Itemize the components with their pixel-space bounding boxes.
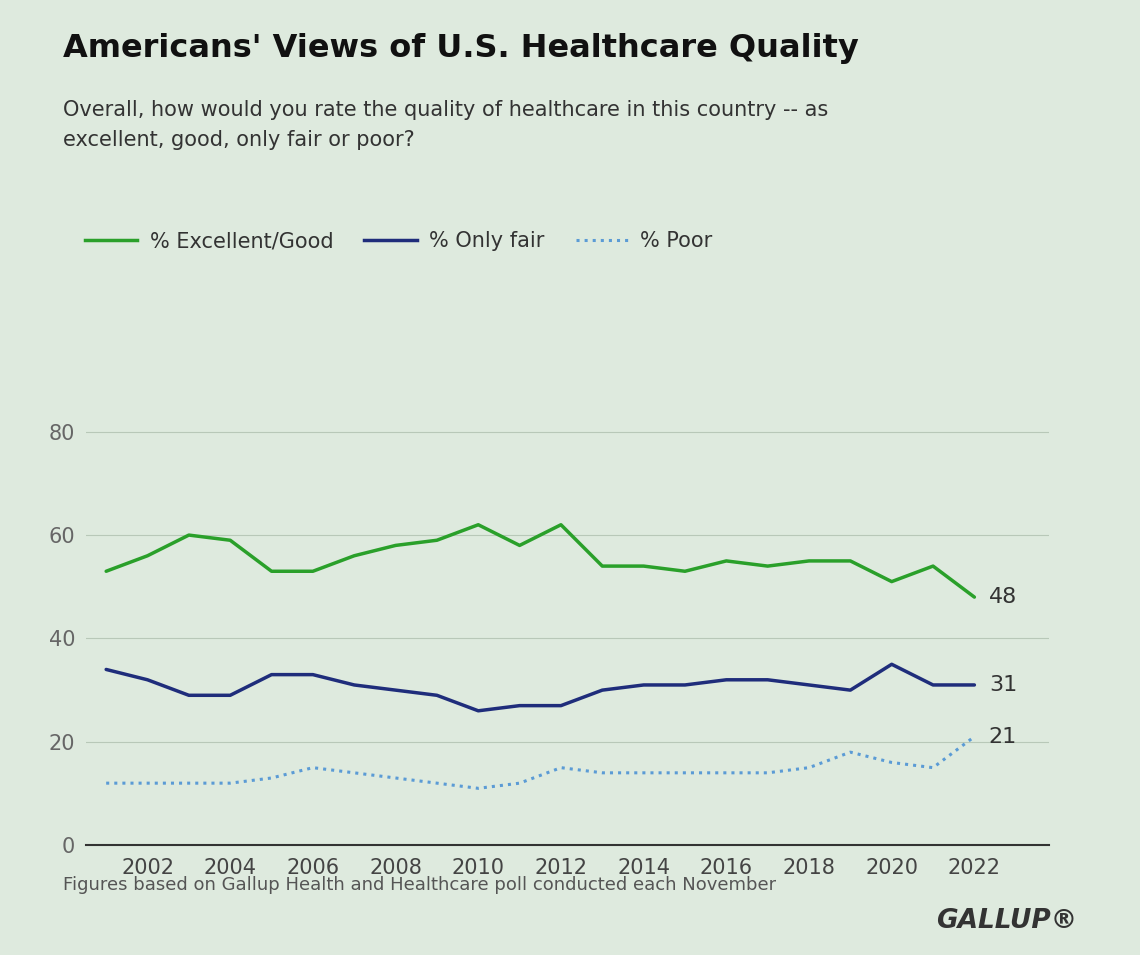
Text: Figures based on Gallup Health and Healthcare poll conducted each November: Figures based on Gallup Health and Healt… [63,876,776,894]
Legend: % Excellent/Good, % Only fair, % Poor: % Excellent/Good, % Only fair, % Poor [76,223,720,260]
Text: 31: 31 [988,675,1017,695]
Text: Americans' Views of U.S. Healthcare Quality: Americans' Views of U.S. Healthcare Qual… [63,33,858,64]
Text: GALLUP®: GALLUP® [936,908,1077,934]
Text: 21: 21 [988,727,1017,747]
Text: 48: 48 [988,587,1017,607]
Text: Overall, how would you rate the quality of healthcare in this country -- as
exce: Overall, how would you rate the quality … [63,100,828,150]
